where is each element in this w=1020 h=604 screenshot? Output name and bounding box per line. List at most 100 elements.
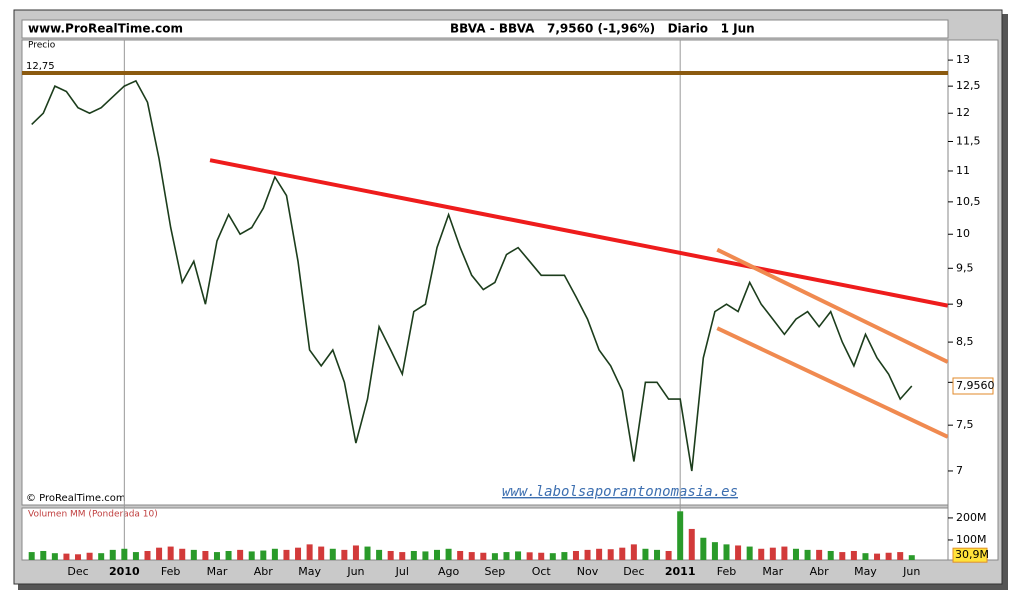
y-tick-label: 200M — [956, 511, 987, 524]
volume-bar — [480, 552, 487, 560]
volume-bar — [468, 552, 475, 560]
volume-bar — [121, 548, 128, 560]
volume-bar — [526, 552, 533, 560]
y-tick-label: 11 — [956, 164, 970, 177]
volume-bar — [387, 550, 394, 560]
price-line — [31, 79, 913, 472]
chart-title: BBVA - BBVA 7,9560 (-1,96%) Diario 1 Jun — [450, 22, 755, 36]
y-tick-label: 11,5 — [956, 134, 981, 147]
watermark: www.labolsaporantonomasia.es — [502, 484, 738, 500]
volume-bar — [572, 550, 579, 560]
x-tick-label: Abr — [810, 565, 830, 578]
volume-bar — [422, 551, 429, 560]
volume-bar — [457, 550, 464, 560]
volume-bar — [792, 548, 799, 560]
volume-bar — [723, 544, 730, 560]
x-tick-label: Jun — [346, 565, 364, 578]
x-tick-label: May — [854, 565, 877, 578]
copyright: © ProRealTime.com — [26, 493, 126, 504]
volume-bar — [735, 545, 742, 560]
x-tick-label: Jun — [902, 565, 920, 578]
volume-bar — [897, 552, 904, 560]
volume-bar — [515, 551, 522, 560]
volume-bar — [885, 552, 892, 560]
volume-bar — [549, 553, 556, 560]
volume-bar — [654, 549, 661, 560]
volume-bar — [503, 552, 510, 560]
volume-bar — [51, 553, 58, 560]
y-tick-label: 7 — [956, 464, 963, 477]
y-tick-label: 7,5 — [956, 418, 974, 431]
volume-bar — [295, 547, 302, 560]
x-tick-label: Mar — [762, 565, 783, 578]
x-tick-label: Sep — [485, 565, 506, 578]
x-tick-label: Oct — [532, 565, 552, 578]
volume-bar — [688, 528, 695, 560]
volume-bar — [109, 549, 116, 560]
x-tick-label: 2010 — [109, 565, 140, 578]
volume-bar — [179, 548, 186, 560]
y-tick-label: 10,5 — [956, 195, 981, 208]
volume-bar — [804, 549, 811, 560]
x-tick-label: Dec — [67, 565, 88, 578]
x-tick-label: Ago — [438, 565, 460, 578]
volume-bar — [839, 552, 846, 560]
x-tick-label: Abr — [254, 565, 274, 578]
volume-bar — [190, 549, 197, 560]
x-tick-label: Feb — [717, 565, 736, 578]
right-axis — [947, 39, 999, 561]
site: www.ProRealTime.com — [28, 22, 183, 36]
y-tick-label: 12 — [956, 106, 970, 119]
volume-bar — [908, 555, 915, 560]
volume-bar — [642, 548, 649, 560]
y-tick-label: 100M — [956, 533, 987, 546]
volume-bar — [769, 547, 776, 560]
x-tick-label: Nov — [577, 565, 599, 578]
volume-bar — [329, 548, 336, 560]
last-volume-box — [952, 547, 988, 563]
volume-bar — [619, 547, 626, 560]
volume-bar — [816, 549, 823, 560]
volume-bar — [538, 552, 545, 560]
volume-bar — [630, 544, 637, 560]
volume-bar — [434, 549, 440, 560]
volume-bar — [86, 552, 93, 560]
volume-bar — [711, 542, 718, 560]
volume-bar — [746, 546, 753, 560]
x-tick-label: Dec — [623, 565, 644, 578]
volume-bar — [28, 552, 35, 560]
y-tick-label: 9,5 — [956, 261, 974, 274]
volume-bar — [376, 549, 383, 560]
volume-bar — [874, 553, 881, 560]
volume-bar — [781, 546, 788, 560]
volume-bar — [700, 537, 707, 560]
last-price-box — [952, 377, 994, 395]
axis-label: Precio — [28, 41, 56, 51]
volume-title: Volumen MM (Ponderada 10) — [28, 510, 158, 520]
volume-bar — [862, 553, 869, 560]
volume-bar — [63, 553, 70, 560]
volume-bar — [283, 549, 290, 560]
y-tick-label: 10 — [956, 227, 970, 240]
volume-bar — [306, 544, 313, 560]
trendline — [716, 326, 948, 439]
volume-bar — [225, 550, 232, 560]
header-bar — [21, 19, 949, 39]
volume-bar — [40, 550, 47, 560]
volume-bar — [410, 550, 417, 560]
volume-bar — [318, 546, 325, 560]
x-tick-label: Mar — [207, 565, 228, 578]
x-tick-label: 2011 — [665, 565, 696, 578]
trendline — [209, 158, 948, 308]
volume-bar — [827, 550, 834, 560]
volume-bar — [445, 548, 452, 560]
volume-bar — [271, 548, 278, 560]
volume-bar — [491, 553, 498, 560]
volume-bar — [399, 552, 406, 560]
y-tick-label: 13 — [956, 53, 970, 66]
volume-bar — [202, 550, 209, 560]
x-tick-label: May — [298, 565, 321, 578]
volume-bar — [156, 547, 163, 560]
